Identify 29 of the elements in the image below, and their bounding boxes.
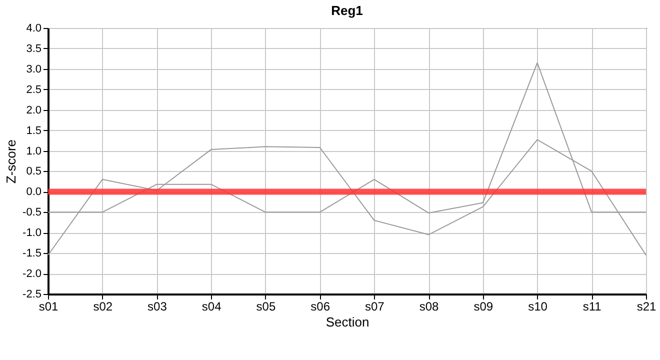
y-tick-label: 0.0: [26, 186, 42, 198]
x-tick-label: s01: [38, 300, 58, 314]
y-tick-label: 1.5: [26, 124, 42, 137]
y-tick-label: 2.0: [26, 104, 42, 116]
y-tick-label: 4.0: [26, 22, 42, 34]
x-tick-label: s21: [636, 300, 656, 314]
x-tick-label: s08: [419, 300, 440, 314]
y-tick-label: -0.5: [22, 206, 42, 219]
y-tick-label: 1.0: [26, 145, 42, 158]
y-tick-label: 2.5: [26, 84, 42, 96]
y-tick-label: -2.0: [22, 268, 42, 280]
x-tick-label: s11: [582, 300, 602, 314]
y-tick-label: -1.5: [22, 248, 42, 260]
x-tick-label: s06: [310, 300, 330, 314]
x-tick-label: s07: [365, 300, 385, 314]
x-tick-label: s10: [528, 300, 548, 314]
x-tick-label: s04: [202, 300, 222, 314]
x-tick-label: s03: [148, 300, 168, 314]
y-tick-label: 3.5: [26, 42, 42, 55]
x-tick-label: s02: [93, 300, 113, 314]
y-tick-label: 3.0: [26, 63, 42, 76]
x-tick-label: s05: [256, 300, 276, 314]
y-tick-label: -2.5: [22, 288, 42, 300]
y-axis-title: Z-score: [4, 139, 19, 184]
x-axis-title: Section: [326, 314, 370, 330]
chart-title: Reg1: [331, 3, 363, 18]
y-tick-label: -1.0: [22, 227, 42, 240]
y-tick-label: 0.5: [26, 166, 42, 178]
x-tick-label: s09: [474, 300, 494, 314]
